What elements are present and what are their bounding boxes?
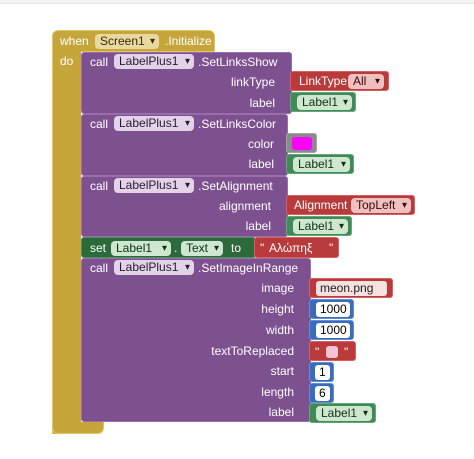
component-dropdown[interactable]: LabelPlus1	[114, 116, 194, 131]
image-text-block[interactable]: meon.png	[309, 278, 393, 298]
length-value-field[interactable]: 6	[315, 386, 330, 401]
width-number-block[interactable]: 1000	[309, 320, 354, 340]
label1-dropdown[interactable]: Label1	[297, 95, 352, 110]
call-label: call	[90, 261, 109, 275]
set-links-color-call-block[interactable]: call LabelPlus1 .SetLinksColor color lab…	[81, 114, 288, 176]
text-string-block[interactable]: " Αλώπηξ "	[254, 237, 339, 258]
set-image-in-range-call-block[interactable]: call LabelPlus1 .SetImageInRange image h…	[81, 258, 311, 422]
empty-text-field[interactable]	[326, 346, 338, 358]
link-type-getter-block[interactable]: LinkType All	[290, 71, 389, 91]
label-param-label: label	[248, 157, 274, 171]
height-number-block[interactable]: 1000	[309, 299, 354, 319]
text-to-replaced-param-label: textToReplaced	[211, 344, 294, 358]
link-type-param-label: linkType	[230, 75, 275, 89]
start-number-block[interactable]: 1	[309, 362, 334, 382]
link-type-value-dropdown[interactable]: All	[348, 74, 384, 89]
top-divider	[0, 0, 474, 4]
component-dropdown[interactable]: LabelPlus1	[114, 54, 194, 69]
event-block-body: do	[52, 51, 81, 434]
label1-component-block[interactable]: Label1	[309, 403, 376, 423]
set-label: set	[90, 241, 107, 255]
event-block-bottom	[52, 422, 104, 434]
close-quote: "	[329, 241, 334, 255]
set-alignment-call-block[interactable]: call LabelPlus1 .SetAlignment alignment …	[81, 176, 288, 237]
open-quote: "	[315, 345, 320, 359]
start-value-field[interactable]: 1	[315, 365, 330, 380]
event-name-label: .Initialize	[165, 34, 212, 48]
call-label: call	[90, 179, 109, 193]
height-param-label: height	[261, 302, 294, 316]
method-name-label: .SetLinksShow	[198, 55, 278, 69]
label-param-label: label	[245, 219, 271, 233]
close-quote: "	[344, 345, 349, 359]
label1-dropdown[interactable]: Label1	[293, 157, 350, 172]
component-dropdown[interactable]: LabelPlus1	[114, 178, 194, 193]
method-name-label: .SetAlignment	[198, 179, 273, 193]
color-param-label: color	[247, 137, 274, 151]
screen-initialize-event-block[interactable]: when Screen1 .Initialize	[52, 30, 215, 52]
width-value-field[interactable]: 1000	[316, 323, 350, 338]
length-param-label: length	[261, 385, 294, 399]
label-param-label: label	[268, 405, 294, 419]
property-dropdown[interactable]: Text	[181, 241, 223, 256]
open-quote: "	[260, 241, 265, 255]
when-label: when	[60, 34, 89, 48]
set-label-text-block[interactable]: set Label1 . Text to	[81, 237, 256, 258]
image-param-label: image	[261, 281, 294, 295]
alignment-value-dropdown[interactable]: TopLeft	[351, 198, 411, 213]
do-label: do	[60, 54, 74, 68]
label1-component-block[interactable]: Label1	[290, 92, 356, 112]
alignment-getter-label: Alignment	[294, 198, 348, 212]
text-to-replaced-text-block[interactable]: " "	[309, 341, 356, 361]
height-value-field[interactable]: 1000	[316, 302, 350, 317]
magenta-color-swatch[interactable]	[292, 137, 312, 150]
to-label: to	[231, 241, 242, 255]
image-value-field[interactable]: meon.png	[316, 281, 387, 296]
call-label: call	[90, 55, 109, 69]
component-dropdown[interactable]: LabelPlus1	[114, 260, 194, 275]
length-number-block[interactable]: 6	[309, 383, 334, 403]
label1-component-block[interactable]: Label1	[286, 216, 352, 236]
text-value[interactable]: Αλώπηξ	[269, 241, 313, 255]
alignment-param-label: alignment	[218, 199, 271, 213]
color-block[interactable]	[286, 133, 317, 153]
label-param-label: label	[249, 96, 275, 110]
label1-dropdown[interactable]: Label1	[316, 406, 372, 421]
width-param-label: width	[265, 323, 294, 337]
link-type-getter-label: LinkType	[299, 74, 348, 88]
method-name-label: .SetImageInRange	[198, 261, 299, 275]
label1-dropdown[interactable]: Label1	[293, 219, 348, 234]
call-label: call	[90, 117, 109, 131]
set-component-dropdown[interactable]: Label1	[111, 241, 171, 256]
method-name-label: .SetLinksColor	[198, 117, 277, 131]
dot-label: .	[174, 241, 178, 255]
start-param-label: start	[270, 364, 294, 378]
set-links-show-call-block[interactable]: call LabelPlus1 .SetLinksShow linkType l…	[81, 52, 292, 114]
screen-dropdown[interactable]: Screen1	[95, 34, 159, 49]
label1-component-block[interactable]: Label1	[286, 154, 354, 174]
alignment-getter-block[interactable]: Alignment TopLeft	[286, 195, 415, 215]
